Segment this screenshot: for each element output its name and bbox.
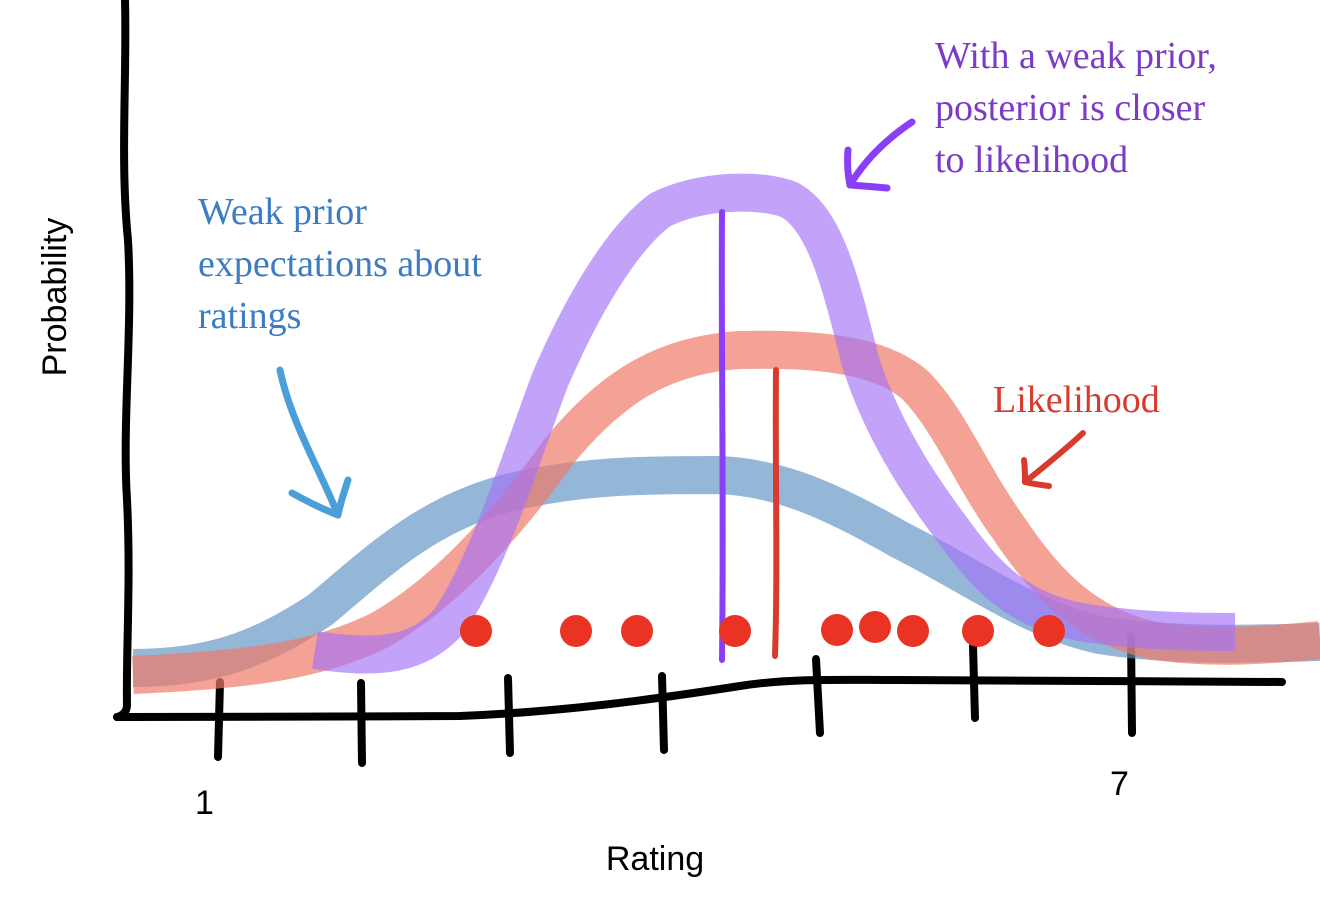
posterior-arrow-icon — [844, 118, 916, 192]
data-point — [460, 615, 492, 647]
tick-3 — [504, 674, 514, 757]
tick-2 — [357, 679, 366, 767]
tick-label-7: 7 — [1110, 765, 1129, 803]
prior-annotation-line: expectations about — [198, 243, 482, 285]
prior-arrow-icon — [276, 366, 352, 519]
data-point — [560, 615, 592, 647]
prior-annotation-line: ratings — [198, 295, 301, 337]
tick-4 — [658, 672, 668, 754]
y-axis-label: Probability — [36, 218, 74, 377]
data-point — [621, 615, 653, 647]
data-point — [962, 615, 994, 647]
posterior-mean-line — [718, 209, 726, 663]
data-points — [460, 611, 1065, 647]
likelihood-arrow-icon — [1021, 430, 1086, 489]
data-point — [897, 615, 929, 647]
likelihood-mean-line — [772, 367, 780, 659]
posterior-annotation-line: to likelihood — [935, 139, 1128, 181]
x-axis — [113, 675, 1286, 721]
posterior-annotation: With a weak prior, posterior is closer t… — [935, 35, 1226, 181]
prior-annotation-line: Weak prior — [198, 191, 367, 233]
prior-annotation: Weak prior expectations about ratings — [198, 191, 491, 337]
tick-5 — [812, 655, 824, 737]
data-point — [719, 615, 751, 647]
tick-1 — [214, 678, 224, 761]
data-point — [1033, 615, 1065, 647]
tick-6 — [969, 642, 979, 722]
y-axis — [113, 0, 134, 721]
posterior-curve — [312, 173, 1236, 674]
data-point — [859, 611, 891, 643]
data-point — [821, 614, 853, 646]
x-axis-label: Rating — [606, 840, 704, 878]
posterior-annotation-line: With a weak prior, — [935, 35, 1217, 77]
likelihood-annotation: Likelihood — [993, 379, 1160, 421]
tick-label-1: 1 — [195, 784, 214, 822]
posterior-annotation-line: posterior is closer — [935, 87, 1206, 129]
